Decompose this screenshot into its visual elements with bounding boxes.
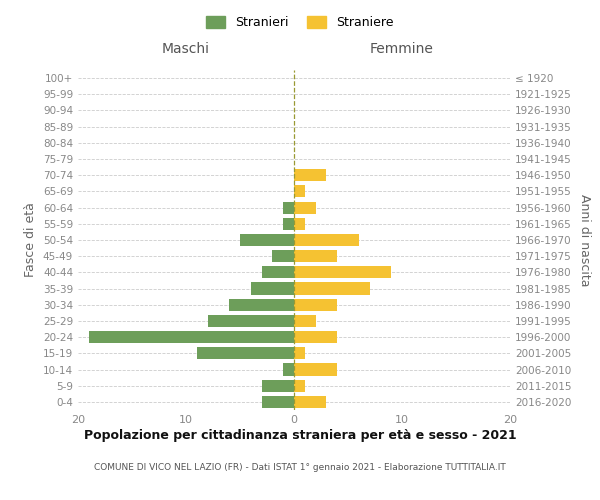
Bar: [262, 396, 294, 408]
Bar: [294, 169, 326, 181]
Bar: [294, 298, 337, 311]
Bar: [251, 282, 294, 294]
Bar: [240, 234, 294, 246]
Bar: [294, 348, 305, 360]
Bar: [294, 282, 370, 294]
Y-axis label: Fasce di età: Fasce di età: [25, 202, 37, 278]
Text: COMUNE DI VICO NEL LAZIO (FR) - Dati ISTAT 1° gennaio 2021 - Elaborazione TUTTIT: COMUNE DI VICO NEL LAZIO (FR) - Dati IST…: [94, 464, 506, 472]
Bar: [283, 364, 294, 376]
Bar: [294, 202, 316, 213]
Bar: [294, 396, 326, 408]
Bar: [294, 364, 337, 376]
Bar: [294, 250, 337, 262]
Bar: [283, 202, 294, 213]
Bar: [283, 218, 294, 230]
Text: Femmine: Femmine: [370, 42, 434, 56]
Text: Popolazione per cittadinanza straniera per età e sesso - 2021: Popolazione per cittadinanza straniera p…: [83, 430, 517, 442]
Text: Maschi: Maschi: [162, 42, 210, 56]
Bar: [294, 331, 337, 343]
Bar: [272, 250, 294, 262]
Legend: Stranieri, Straniere: Stranieri, Straniere: [202, 11, 398, 34]
Bar: [294, 266, 391, 278]
Bar: [262, 266, 294, 278]
Bar: [294, 186, 305, 198]
Y-axis label: Anni di nascita: Anni di nascita: [578, 194, 591, 286]
Bar: [294, 315, 316, 327]
Bar: [294, 380, 305, 392]
Bar: [262, 380, 294, 392]
Bar: [89, 331, 294, 343]
Bar: [197, 348, 294, 360]
Bar: [294, 234, 359, 246]
Bar: [229, 298, 294, 311]
Bar: [294, 218, 305, 230]
Bar: [208, 315, 294, 327]
